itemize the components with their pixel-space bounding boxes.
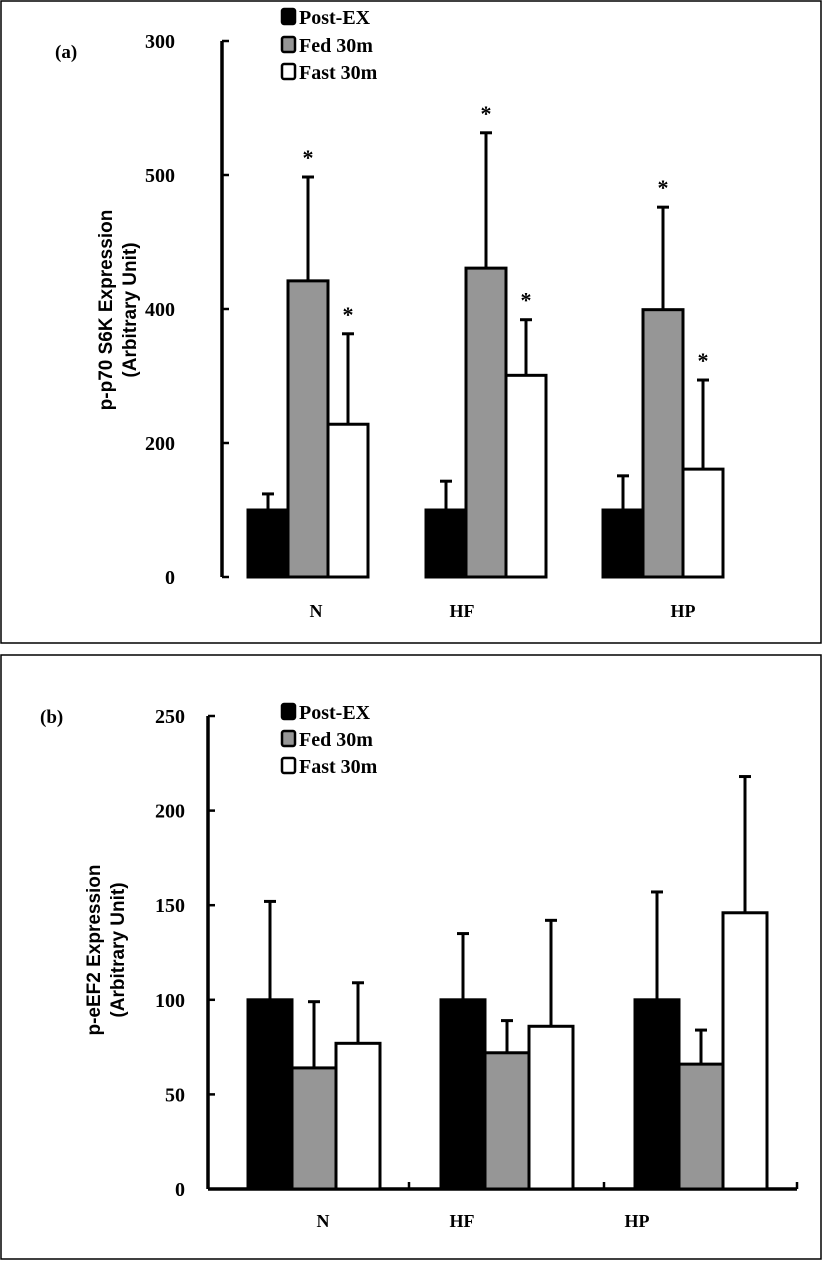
legend-label: Post-EX <box>299 702 371 724</box>
y-axis-label-line: (Arbitrary Unit) <box>108 882 129 1017</box>
legend-swatch <box>280 7 297 26</box>
y-tick-label: 200 <box>145 433 175 455</box>
bar-fast-30m <box>527 1024 575 1191</box>
bar-fed-30m <box>464 266 508 579</box>
x-tick-label: N <box>317 1211 330 1231</box>
y-axis-label: p-eEF2 Expression (Arbitrary Unit) <box>84 864 129 1035</box>
legend-swatch <box>280 35 297 54</box>
panel-label: (a) <box>55 42 77 63</box>
bar-fed-30m <box>290 1066 338 1191</box>
bar-post-ex <box>439 998 487 1191</box>
significance-marker: * <box>698 348 709 373</box>
y-tick-label: 0 <box>175 1179 185 1201</box>
y-axis-label: p-p70 S6K Expression (Arbitrary Unit) <box>96 210 141 411</box>
panel-a-border <box>0 0 822 644</box>
bar-post-ex <box>246 998 294 1191</box>
significance-marker: * <box>343 302 354 327</box>
significance-marker: * <box>521 288 532 313</box>
y-tick-label: 400 <box>145 299 175 321</box>
legend-label: Fast 30m <box>299 62 378 84</box>
bar-fast-30m <box>504 373 548 579</box>
panel-b-border <box>0 654 822 1260</box>
bar-post-ex <box>601 508 645 579</box>
bar-fed-30m <box>641 308 685 579</box>
bar-fast-30m <box>334 1041 382 1191</box>
y-tick-label: 300 <box>145 31 175 53</box>
legend-swatch <box>280 62 297 81</box>
significance-marker: * <box>658 175 669 200</box>
bar-post-ex <box>246 508 290 579</box>
x-tick-label: HP <box>671 601 696 621</box>
y-axis-label-line: p-eEF2 Expression <box>84 864 105 1035</box>
panel-b: (b) 0 50 100 150 200 250 p-eEF2 Expression (Arbi… <box>40 702 799 1231</box>
x-tick-label: N <box>310 601 323 621</box>
y-tick-label: 50 <box>165 1084 185 1106</box>
legend-label: Fast 30m <box>299 756 378 778</box>
bar-fed-30m <box>483 1051 531 1191</box>
x-tick-label: HF <box>450 601 475 621</box>
y-axis-label-line: (Arbitrary Unit) <box>120 242 141 377</box>
y-tick-label: 250 <box>155 706 185 728</box>
y-tick-label: 150 <box>155 895 185 917</box>
legend-swatch <box>280 756 297 775</box>
significance-marker: * <box>303 145 314 170</box>
legend-swatch <box>280 729 297 748</box>
y-tick-label: 500 <box>145 165 175 187</box>
y-tick-label: 100 <box>155 990 185 1012</box>
bar-fed-30m <box>677 1062 725 1191</box>
bar-fast-30m <box>326 422 370 579</box>
x-tick-label: HP <box>625 1211 650 1231</box>
bar-fed-30m <box>286 279 330 579</box>
legend-label: Fed 30m <box>299 729 373 751</box>
bar-fast-30m <box>721 911 769 1191</box>
legend-swatch <box>280 702 297 721</box>
bar-post-ex <box>424 508 468 579</box>
y-tick-label: 0 <box>165 567 175 589</box>
bar-fast-30m <box>681 467 725 579</box>
legend-label: Fed 30m <box>299 35 373 57</box>
panel-a: (a) 0 200 400 500 300 p-p70 S6K Expression (Arb… <box>55 7 725 621</box>
panel-label: (b) <box>40 707 63 728</box>
y-tick-label: 200 <box>155 801 185 823</box>
significance-marker: * <box>481 101 492 126</box>
x-tick-label: HF <box>450 1211 475 1231</box>
bar-post-ex <box>633 998 681 1191</box>
y-axis-label-line: p-p70 S6K Expression <box>96 210 117 411</box>
legend-label: Post-EX <box>299 7 371 29</box>
